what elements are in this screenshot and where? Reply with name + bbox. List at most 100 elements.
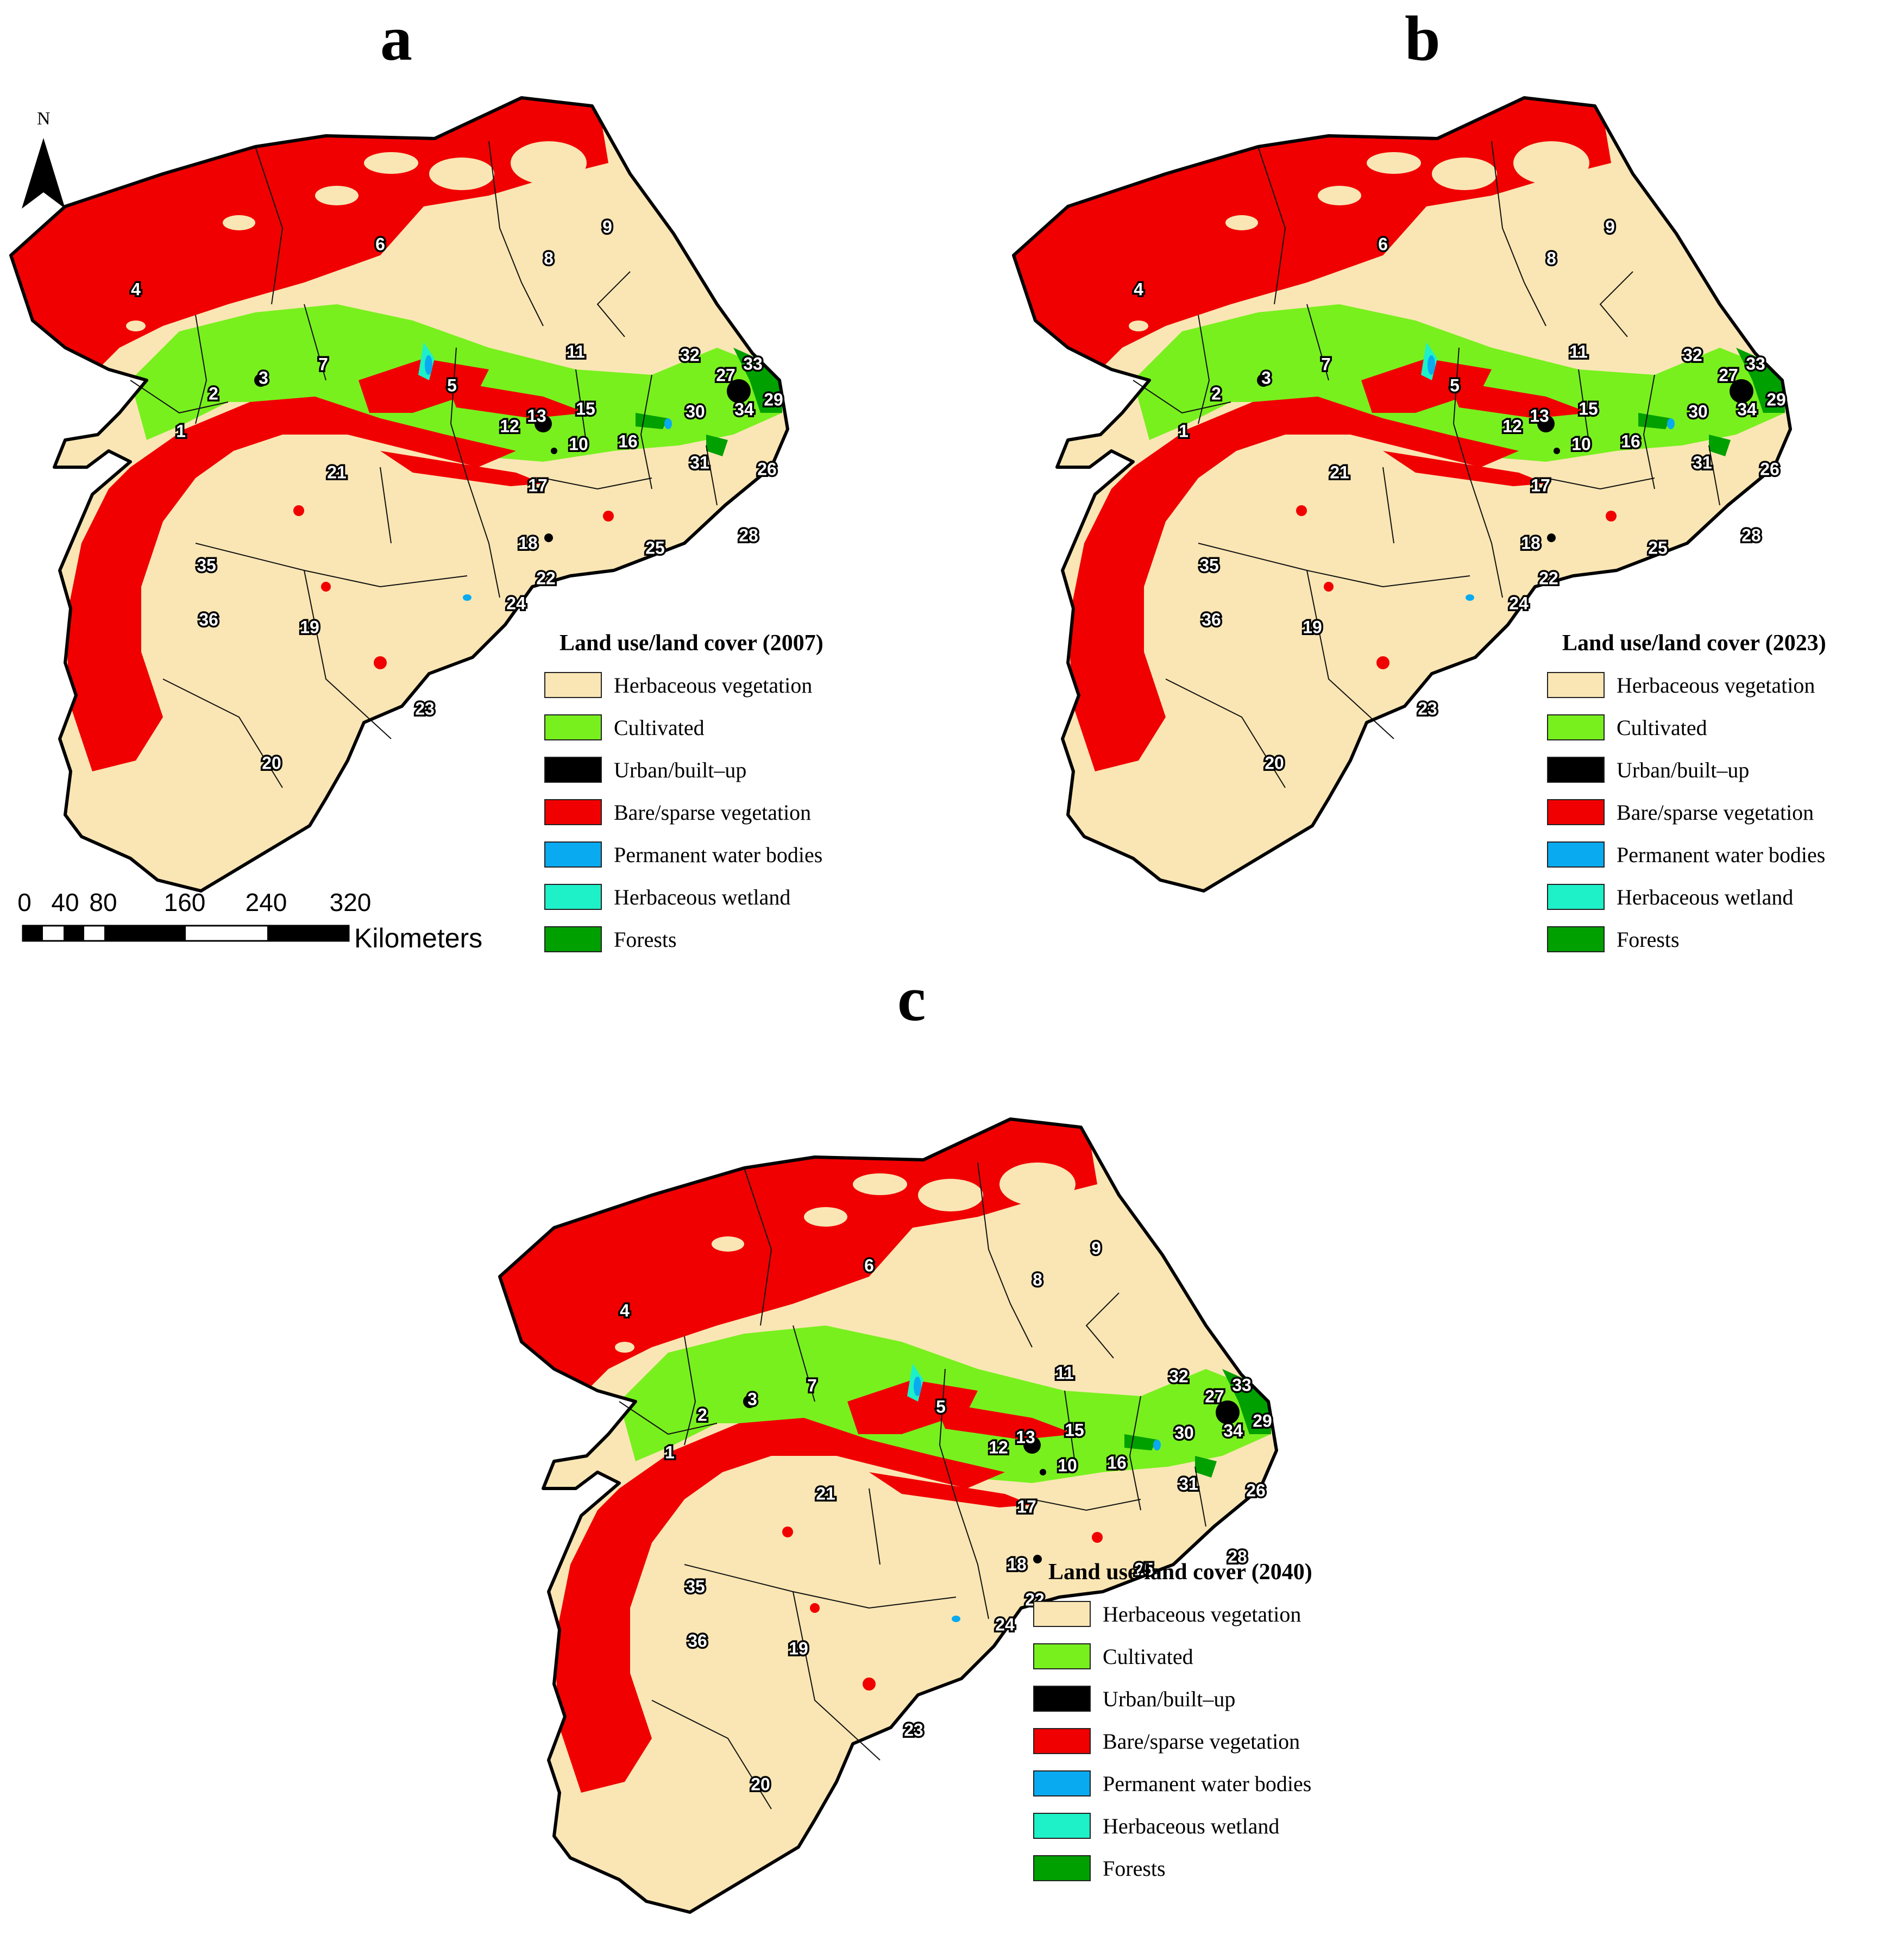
district-label: 16 [1107,1453,1127,1472]
district-label: 24 [506,593,526,613]
district-label: 8 [1033,1270,1042,1289]
district-label: 8 [544,248,554,268]
district-label: 4 [1134,279,1143,299]
district-label: 9 [1605,217,1615,236]
legend-item: Herbaceous wetland [1033,1805,1312,1847]
district-label: 20 [1265,753,1284,772]
district-label: 28 [1741,525,1761,545]
district-label: 7 [1321,354,1331,374]
district-label: 10 [1571,434,1591,454]
legend-c: Land use/land cover (2040) Herbaceous ve… [1033,1559,1312,1889]
scale-tick: 80 [89,888,117,916]
legend-label: Herbaceous wetland [614,884,791,909]
legend-swatch [544,799,602,825]
district-label: 23 [904,1720,923,1739]
district-label: 6 [1378,234,1388,254]
district-label: 18 [518,533,538,552]
district-label: 26 [1760,459,1779,479]
legend-label: Herbaceous vegetation [1103,1601,1301,1626]
panel-letter-b: b [1405,3,1441,74]
district-label: 3 [259,368,268,387]
district-label: 1 [665,1442,675,1462]
legend-title-a: Land use/land cover (2007) [559,631,823,656]
district-label: 3 [1261,368,1271,387]
legend-label: Forests [1617,927,1680,952]
district-label: 34 [1223,1421,1243,1440]
district-label: 32 [1169,1366,1189,1386]
legend-item: Herbaceous vegetation [1033,1593,1312,1635]
scale-tick: 0 [17,888,32,916]
legend-title-b: Land use/land cover (2023) [1562,631,1826,656]
district-label: 15 [1065,1420,1084,1440]
district-label: 5 [936,1397,946,1416]
district-label: 22 [1539,568,1558,588]
legend-label: Urban/built–up [1617,757,1750,782]
district-label: 2 [209,384,218,403]
legend-swatch [544,841,602,868]
legend-swatch [544,926,602,952]
district-label: 33 [1746,354,1765,373]
legend-item: Cultivated [1033,1635,1312,1678]
district-label: 30 [1174,1423,1194,1442]
legend-swatch [1033,1813,1091,1839]
district-label: 19 [789,1638,808,1658]
scale-units: Kilometers [354,923,483,953]
legend-item: Urban/built–up [544,749,823,791]
district-label: 25 [1134,1559,1154,1579]
district-label: 15 [1579,399,1598,418]
panel-a: a 1 2 3 4 5 6 7 8 9 10 11 12 13 15 16 17 18 19 20 21 22 23 24 2… [0,0,949,967]
legend-swatch [1033,1601,1091,1627]
legend-items-b: Herbaceous vegetation Cultivated Urban/bui… [1547,664,1826,960]
legend-label: Herbaceous vegetation [1617,673,1815,698]
legend-item: Cultivated [544,706,823,749]
legend-item: Herbaceous vegetation [1547,664,1826,706]
district-label: 17 [1531,475,1550,495]
north-label: N [37,109,51,129]
district-label: 12 [500,416,519,436]
district-label: 32 [1683,345,1702,365]
district-label: 11 [1569,342,1588,361]
district-label: 12 [989,1437,1008,1457]
legend-label: Permanent water bodies [1103,1771,1312,1796]
legend-swatch [1033,1855,1091,1881]
district-label: 13 [1016,1427,1035,1447]
district-label: 27 [716,365,735,385]
panel-c: c 1 2 3 4 5 6 7 8 9 10 11 12 13 15 16 17 18 19 20 21 22 23 24 2… [489,967,1412,1906]
district-label: 16 [618,431,638,451]
legend-label: Urban/built–up [1103,1686,1236,1711]
district-label: 21 [327,462,347,482]
district-label: 25 [1648,538,1668,557]
legend-label: Forests [614,927,677,952]
district-label: 6 [864,1255,874,1275]
legend-item: Bare/sparse vegetation [544,791,823,833]
panel-letter-a: a [380,3,412,74]
district-label: 33 [743,354,763,373]
legend-label: Bare/sparse vegetation [614,800,812,825]
district-label: 29 [764,390,783,409]
district-label: 11 [1055,1363,1074,1383]
legend-label: Bare/sparse vegetation [1103,1729,1300,1754]
legend-swatch [1033,1770,1091,1796]
legend-swatch [544,672,602,698]
district-label: 1 [1179,421,1189,441]
legend-label: Urban/built–up [614,757,747,782]
district-label: 13 [1530,406,1549,425]
district-label: 15 [576,399,595,418]
district-label: 31 [1693,453,1712,472]
district-label: 3 [747,1389,757,1409]
scale-tick: 160 [164,888,206,916]
legend-swatch [1547,672,1605,698]
district-label: 4 [131,279,141,299]
district-label: 29 [1253,1411,1272,1430]
legend-swatch [1547,884,1605,910]
district-label: 13 [527,406,546,425]
scale-tick: 240 [245,888,287,916]
scale-tick: 40 [51,888,79,916]
district-label: 1 [176,421,186,441]
district-label: 11 [567,342,585,361]
district-label: 23 [415,699,435,718]
district-label: 2 [697,1405,707,1424]
